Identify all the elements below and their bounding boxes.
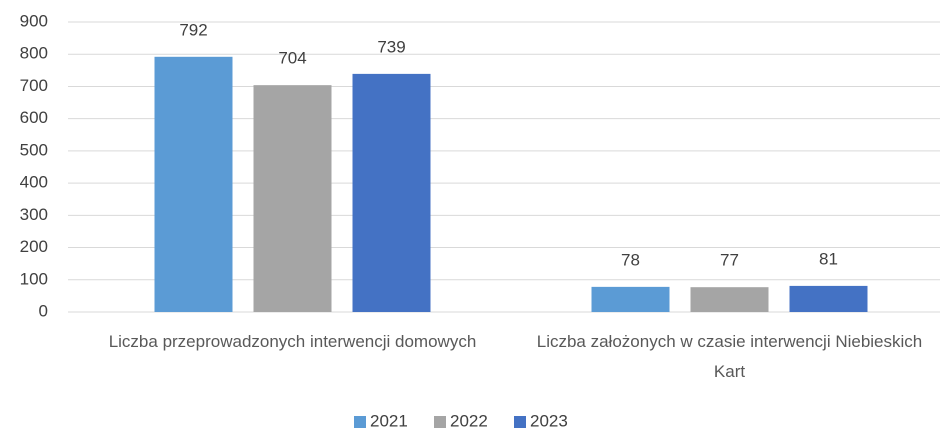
y-tick-label: 700 xyxy=(20,76,48,95)
bar xyxy=(253,85,332,313)
y-tick-label: 800 xyxy=(20,44,48,63)
x-tick-label: Liczba założonych w czasie interwencji N… xyxy=(536,332,923,381)
bar xyxy=(591,286,670,312)
y-tick-label: 900 xyxy=(20,11,48,30)
bar xyxy=(690,287,769,312)
bar xyxy=(352,73,431,312)
data-label: 739 xyxy=(377,37,405,56)
bar xyxy=(789,285,868,312)
y-tick-label: 0 xyxy=(39,301,48,320)
data-label: 81 xyxy=(819,249,838,268)
legend-label: 2022 xyxy=(450,411,488,430)
y-tick-label: 300 xyxy=(20,205,48,224)
data-label: 792 xyxy=(179,20,207,39)
legend-label: 2023 xyxy=(530,411,568,430)
legend-swatch xyxy=(434,416,446,428)
data-label: 78 xyxy=(621,250,640,269)
x-tick-label: Liczba przeprowadzonych interwencji domo… xyxy=(108,332,477,351)
bar xyxy=(154,56,233,312)
y-tick-label: 600 xyxy=(20,108,48,127)
y-tick-label: 100 xyxy=(20,269,48,288)
legend-label: 2021 xyxy=(370,411,408,430)
data-label: 77 xyxy=(720,251,739,270)
legend-swatch xyxy=(354,416,366,428)
y-tick-label: 400 xyxy=(20,173,48,192)
y-tick-label: 200 xyxy=(20,237,48,256)
legend-swatch xyxy=(514,416,526,428)
data-label: 704 xyxy=(278,49,306,68)
y-tick-label: 500 xyxy=(20,140,48,159)
